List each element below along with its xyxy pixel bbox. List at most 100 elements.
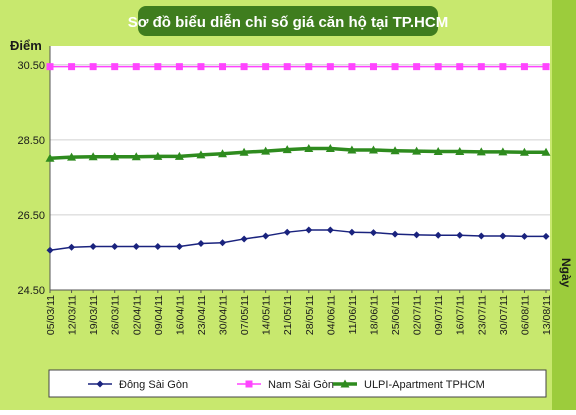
data-point [196,150,206,159]
data-point [347,145,357,154]
data-point [132,242,140,250]
data-point [262,63,270,71]
data-point [110,152,120,161]
data-point [326,63,334,71]
data-point [197,239,205,247]
x-tick-label: 30/07/11 [498,295,510,335]
series-line [49,229,546,251]
data-point [455,146,465,155]
data-point [262,232,270,240]
data-point [434,63,442,71]
legend-label: Đông Sài Gòn [119,379,188,391]
data-point [219,239,227,247]
data-point [326,226,334,234]
data-point [305,63,313,71]
x-tick-label: 06/08/11 [519,295,531,335]
data-point [111,242,119,250]
data-point [542,63,550,71]
x-tick-label: 14/05/11 [261,295,273,335]
data-point [348,228,356,236]
legend-swatch-marker [245,380,253,388]
data-point [391,63,399,71]
data-point [46,63,54,71]
chart-title: Sơ đồ biểu diễn chỉ số giá căn hộ tại TP… [128,14,448,31]
data-point [282,145,292,154]
data-point [413,231,421,239]
legend: Đông Sài Gòn Nam Sài Gòn ULPI-Apartment TP… [48,369,547,398]
legend-swatch-marker [340,379,350,388]
x-tick-label: 19/03/11 [88,295,100,335]
data-point [434,231,442,239]
x-tick-label: 26/03/11 [110,295,122,335]
legend-box [48,369,547,398]
x-tick-label: 02/04/11 [131,295,143,335]
data-point [542,232,550,240]
data-point [111,63,119,71]
data-point [433,146,443,155]
data-point [154,242,162,250]
data-point [456,231,464,239]
data-point [413,63,421,71]
x-tick-label: 21/05/11 [282,295,294,335]
data-point [45,153,55,162]
data-point [174,151,184,160]
y-tick-label: 24.50 [17,285,45,297]
data-point [240,235,248,243]
data-point [89,242,97,250]
data-point [477,63,485,71]
data-point [89,63,97,71]
legend-swatch-marker [96,380,104,388]
data-point [67,152,77,161]
data-point [132,63,140,71]
data-point [68,243,76,251]
x-tick-label: 18/06/11 [368,295,380,335]
data-point [131,152,141,161]
x-tick-label: 23/07/11 [476,295,488,335]
data-point [239,147,249,156]
series [45,143,551,162]
data-point [240,63,248,71]
x-tick-label: 28/05/11 [304,295,316,335]
data-point [219,63,227,71]
data-point [261,146,271,155]
x-tick-label: 25/06/11 [390,295,402,335]
data-point [325,143,335,152]
data-point [369,63,377,71]
data-point [197,63,205,71]
data-point [520,232,528,240]
x-axis-ticks: 05/03/11 12/03/11 19/03/11 26/03/11 02/04/11… [45,290,553,335]
data-point [283,228,291,236]
data-point [499,63,507,71]
data-point [499,232,507,240]
data-point [175,242,183,250]
series [46,226,550,254]
data-point [154,63,162,71]
data-point [68,63,76,71]
x-tick-label: 09/07/11 [433,295,445,335]
y-tick-label: 28.50 [17,135,45,147]
data-point [218,149,228,158]
legend-label: ULPI-Apartment TPHCM [364,379,485,391]
x-tick-label: 04/06/11 [325,295,337,335]
data-point [348,63,356,71]
x-tick-label: 30/04/11 [218,295,230,335]
x-tick-label: 23/04/11 [196,295,208,335]
x-tick-label: 12/03/11 [67,295,79,335]
x-axis-label: Ngày [559,258,573,288]
x-tick-label: 09/04/11 [153,295,165,335]
y-axis-ticks: 24.50 26.50 28.50 30.50 [17,60,45,297]
data-point [541,147,551,156]
x-tick-label: 02/07/11 [412,295,424,335]
x-tick-label: 11/06/11 [347,295,359,334]
data-point [369,229,377,237]
title-bar [138,6,438,36]
data-point [390,146,400,155]
y-axis-label: Điểm [10,38,42,53]
data-point [519,147,529,156]
plot-area [50,46,550,290]
data-point [283,63,291,71]
data-point [88,152,98,161]
series-line [49,146,546,160]
data-point [477,232,485,240]
